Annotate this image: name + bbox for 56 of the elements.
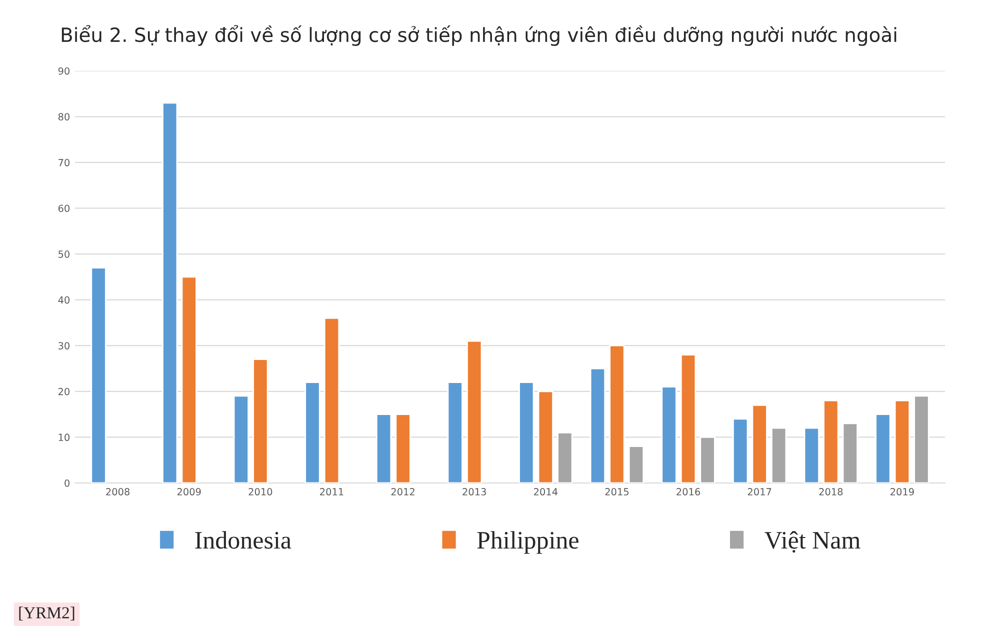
y-tick-label: 20 [58, 388, 70, 396]
bar [771, 427, 787, 483]
bar [447, 382, 463, 483]
bar [376, 414, 392, 483]
y-tick-label: 90 [58, 67, 70, 75]
x-tick-label: 2012 [391, 488, 414, 496]
x-tick-label: 2017 [748, 488, 772, 496]
x-tick-label: 2018 [819, 488, 843, 496]
legend-label: Indonesia [195, 531, 292, 549]
bar [823, 400, 839, 483]
y-tick-label: 30 [58, 342, 70, 350]
y-tick-label: 50 [58, 250, 70, 258]
y-tick-label: 70 [58, 158, 70, 166]
bar [181, 276, 197, 483]
bar [395, 414, 411, 483]
y-tick-label: 40 [58, 296, 70, 304]
bar [661, 386, 677, 483]
bar [894, 400, 910, 483]
x-tick-label: 2011 [320, 488, 344, 496]
bar [752, 404, 768, 483]
bar [914, 395, 930, 483]
legend-label: Philippine [477, 531, 578, 554]
x-tick-label: 2014 [534, 488, 558, 496]
x-tick-label: 2016 [676, 488, 700, 496]
bar [804, 427, 820, 483]
bar [842, 422, 858, 483]
bar [700, 436, 716, 483]
bar [162, 102, 178, 483]
bar [252, 358, 268, 483]
bar [538, 390, 554, 483]
y-tick-label: 10 [58, 434, 70, 442]
bar [304, 382, 320, 483]
bar [518, 382, 534, 483]
bar [628, 446, 644, 483]
bar [590, 368, 606, 483]
chart-title: Biểu 2. Sự thay đổi về số lượng cơ sở tiếp nhận ứng viên điều dưỡng người nước ngoài [62, 25, 896, 46]
y-tick-label: 0 [64, 479, 70, 487]
x-tick-label: 2010 [248, 488, 272, 496]
legend-label: Việt Nam [764, 531, 860, 553]
bar [609, 344, 625, 483]
y-tick-label: 80 [58, 113, 70, 120]
x-tick-label: 2015 [605, 488, 628, 496]
text: [YRM2] [19, 606, 74, 620]
y-tick-label: 60 [58, 204, 70, 212]
bar [324, 317, 340, 483]
bar [90, 267, 106, 483]
x-tick-label: 2013 [462, 488, 486, 496]
bar [875, 414, 891, 483]
bar [680, 354, 696, 483]
bar [732, 418, 748, 483]
x-tick-label: 2019 [890, 488, 914, 496]
bar [557, 432, 573, 483]
x-tick-label: 2009 [177, 488, 201, 496]
bar [233, 395, 249, 483]
x-tick-label: 2008 [106, 488, 130, 496]
bar [466, 340, 482, 483]
